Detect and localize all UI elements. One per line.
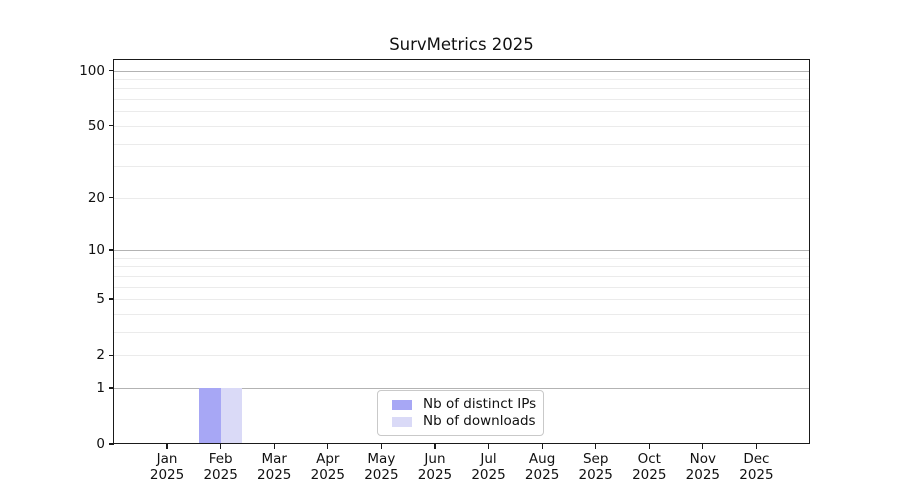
y-tick-label: 20 <box>87 189 105 206</box>
legend-item-downloads: Nb of downloads <box>392 413 536 430</box>
y-gridline-minor <box>114 166 809 168</box>
y-tick-label: 2 <box>96 347 105 364</box>
legend-label-distinct-ips: Nb of distinct IPs <box>423 396 537 412</box>
x-tick <box>541 444 543 449</box>
bar-nb-of-downloads <box>220 387 243 443</box>
y-gridline-minor <box>114 79 809 81</box>
x-tick-label: Dec 2025 <box>739 451 774 483</box>
x-tick <box>648 444 650 449</box>
y-tick <box>108 298 114 300</box>
y-tick <box>108 387 114 389</box>
y-gridline-minor <box>114 331 809 333</box>
y-gridline-minor <box>114 286 809 288</box>
legend-item-distinct-ips: Nb of distinct IPs <box>392 396 537 413</box>
x-tick-label: Sep 2025 <box>578 451 613 483</box>
bar-nb-of-distinct-ips <box>199 387 221 443</box>
legend-label-downloads: Nb of downloads <box>423 413 536 429</box>
y-gridline-minor <box>114 143 809 145</box>
x-tick-label: Feb 2025 <box>203 451 238 483</box>
y-gridline-minor <box>114 355 809 357</box>
x-tick <box>755 444 757 449</box>
legend-swatch-distinct-ips <box>392 399 412 410</box>
gridline-layer <box>114 60 809 443</box>
x-tick <box>327 444 329 449</box>
y-gridline-major <box>114 249 809 251</box>
y-gridline-minor <box>114 99 809 101</box>
x-tick-label: Mar 2025 <box>257 451 292 483</box>
x-tick-label: Jul 2025 <box>471 451 506 483</box>
x-tick <box>595 444 597 449</box>
y-gridline-minor <box>114 299 809 301</box>
x-tick-label: Nov 2025 <box>685 451 721 483</box>
y-tick-label: 50 <box>87 117 105 134</box>
y-tick-label: 0 <box>96 436 105 452</box>
y-gridline-minor <box>114 197 809 199</box>
x-tick <box>380 444 382 449</box>
y-tick <box>108 125 114 127</box>
y-tick <box>108 69 114 72</box>
x-tick-label: Jan 2025 <box>149 451 185 483</box>
x-tick-label: Jun 2025 <box>417 451 453 483</box>
y-tick-label: 100 <box>79 62 105 79</box>
y-gridline-minor <box>114 125 809 127</box>
plot-area <box>113 59 810 444</box>
x-tick-label: May 2025 <box>364 451 399 483</box>
x-tick <box>702 444 704 449</box>
y-tick <box>108 197 114 199</box>
y-gridline-major <box>114 387 809 389</box>
x-tick-label: Aug 2025 <box>524 451 560 483</box>
y-gridline-minor <box>114 257 809 259</box>
legend: Nb of distinct IPs Nb of downloads <box>377 390 544 436</box>
x-tick-label: Apr 2025 <box>310 451 345 483</box>
x-tick <box>220 444 222 449</box>
x-tick <box>166 444 168 449</box>
y-tick <box>108 443 114 445</box>
x-tick-label: Oct 2025 <box>632 451 667 483</box>
y-tick-label: 10 <box>87 241 105 258</box>
y-tick-label: 1 <box>96 379 105 396</box>
y-gridline-minor <box>114 266 809 268</box>
y-tick-label: 5 <box>96 291 105 308</box>
y-gridline-minor <box>114 275 809 277</box>
y-tick <box>108 249 114 251</box>
x-tick <box>434 444 436 449</box>
legend-swatch-downloads <box>392 416 412 427</box>
chart-title: SurvMetrics 2025 <box>389 35 534 54</box>
y-gridline-major <box>114 70 809 72</box>
y-gridline-minor <box>114 88 809 90</box>
y-gridline-minor <box>114 111 809 113</box>
x-tick <box>273 444 275 449</box>
x-tick <box>487 444 490 449</box>
y-gridline-minor <box>114 313 809 315</box>
y-tick <box>108 354 114 356</box>
bars-layer <box>114 60 809 443</box>
